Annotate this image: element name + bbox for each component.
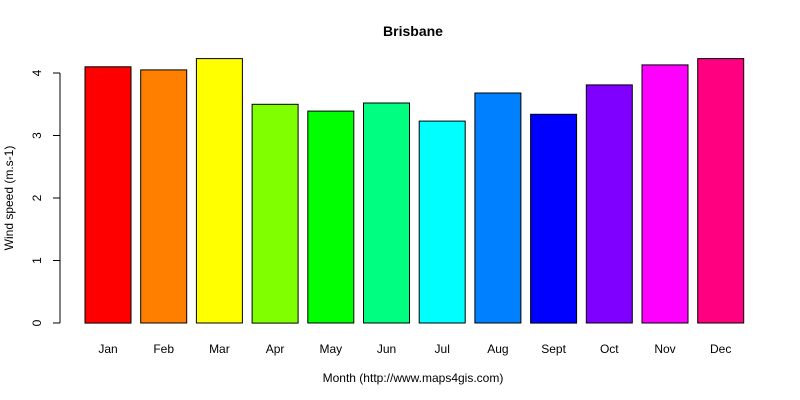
x-tick-label: Dec <box>710 342 731 356</box>
y-tick-label: 0 <box>30 319 44 326</box>
y-tick-label: 3 <box>30 132 44 139</box>
x-tick-labels: Jan Feb Mar Apr May Jun Jul Aug Sept Oct Nov Dec <box>98 342 731 356</box>
y-tick-label: 1 <box>30 257 44 264</box>
bar-jan <box>84 66 132 324</box>
y-axis: 0 1 2 3 4 <box>30 69 61 326</box>
x-tick-label: Jul <box>435 342 450 356</box>
x-tick-label: Feb <box>153 342 174 356</box>
bar-jul <box>418 120 466 324</box>
bar-feb <box>140 69 188 324</box>
bar-jun <box>363 102 410 324</box>
bars-group <box>84 58 745 324</box>
bar-may <box>307 110 355 324</box>
x-tick-label: May <box>319 342 342 356</box>
x-tick-label: Aug <box>487 342 508 356</box>
x-tick-label: Mar <box>209 342 230 356</box>
x-tick-label: Nov <box>654 342 675 356</box>
bar-sept <box>530 113 578 324</box>
x-tick-label: Apr <box>266 342 285 356</box>
bar-dec <box>697 58 745 324</box>
bar-mar <box>195 58 243 324</box>
y-tick-label: 4 <box>30 69 44 76</box>
x-tick-label: Jun <box>377 342 396 356</box>
bar-nov <box>641 64 689 324</box>
bar-oct <box>585 84 633 324</box>
y-axis-label: Wind speed (m.s-1) <box>2 146 16 251</box>
x-tick-label: Sept <box>541 342 566 356</box>
y-tick-label: 2 <box>30 194 44 201</box>
x-tick-label: Oct <box>600 342 619 356</box>
bar-apr <box>251 103 299 324</box>
x-axis-label: Month (http://www.maps4gis.com) <box>323 371 504 385</box>
bar-aug <box>474 92 522 324</box>
x-tick-label: Jan <box>98 342 117 356</box>
chart-title: Brisbane <box>383 23 443 39</box>
